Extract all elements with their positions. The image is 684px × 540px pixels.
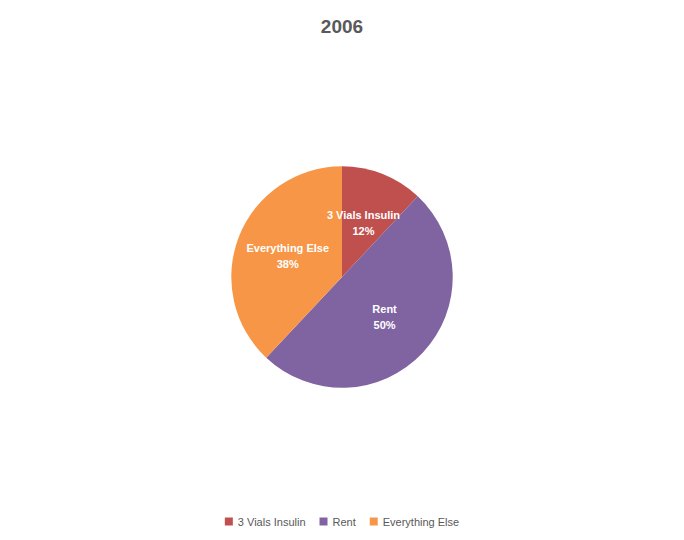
svg-text:2006: 2006 (321, 16, 363, 37)
svg-text:3 Vials Insulin: 3 Vials Insulin (238, 516, 306, 528)
svg-text:3 Vials Insulin: 3 Vials Insulin (327, 209, 400, 221)
svg-text:Rent: Rent (372, 303, 397, 315)
svg-text:Everything Else: Everything Else (246, 242, 329, 254)
svg-text:Everything Else: Everything Else (383, 516, 459, 528)
svg-text:38%: 38% (277, 258, 299, 270)
svg-text:12%: 12% (352, 225, 374, 237)
svg-text:Rent: Rent (333, 516, 356, 528)
svg-text:50%: 50% (374, 319, 396, 331)
